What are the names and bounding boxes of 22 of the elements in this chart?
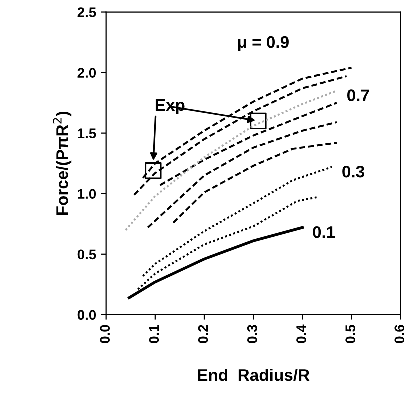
y-tick-label: 1.5 xyxy=(78,128,96,139)
series-label: 0.1 xyxy=(313,226,336,238)
y-tick-label: 2.0 xyxy=(78,68,96,78)
x-tick-label: 0.3 xyxy=(247,325,258,344)
x-tick-label: 0.0 xyxy=(100,325,110,344)
y-axis-title: Force/(PπR$^{2}$) xyxy=(53,112,72,216)
x-tick-label: 0.2 xyxy=(198,325,208,344)
y-tick-label: 1.0 xyxy=(78,189,96,200)
series-label: μ = 0.9 xyxy=(238,36,289,52)
line-series xyxy=(172,142,338,224)
x-tick-label: 0.6 xyxy=(394,325,405,344)
y-tick-label: 0.0 xyxy=(78,310,96,320)
y-tick-label: 2.5 xyxy=(78,8,96,18)
y-tick-label: 0.5 xyxy=(78,250,96,260)
series-label: 0.7 xyxy=(347,90,370,102)
x-axis-title: End Radius/R xyxy=(198,368,310,382)
x-tick-label: 0.5 xyxy=(346,325,356,344)
series-label: 0.3 xyxy=(342,166,364,178)
text: Exp xyxy=(156,100,185,114)
line-series xyxy=(142,166,334,278)
x-tick-label: 0.4 xyxy=(296,324,306,344)
x-tick-label: 0.1 xyxy=(149,325,160,344)
